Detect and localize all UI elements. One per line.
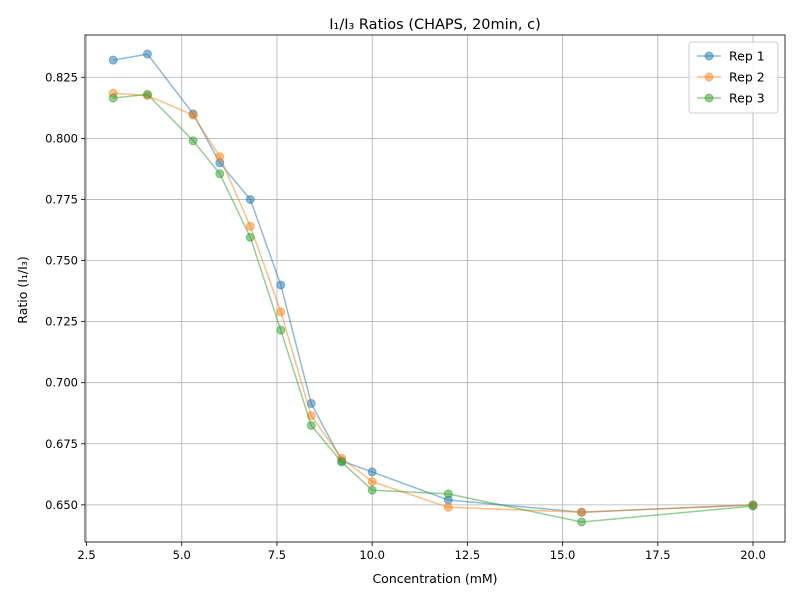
y-tick-label: 0.750 bbox=[45, 254, 78, 268]
x-axis-label: Concentration (mM) bbox=[372, 571, 497, 586]
data-point bbox=[108, 55, 118, 65]
y-tick-label: 0.700 bbox=[45, 376, 78, 390]
data-point bbox=[367, 467, 377, 477]
data-point bbox=[188, 136, 198, 146]
y-tick-label: 0.825 bbox=[45, 70, 78, 84]
legend-item: Rep 2 bbox=[697, 70, 765, 85]
chart-title: I₁/I₃ Ratios (CHAPS, 20min, c) bbox=[329, 17, 540, 33]
series-layer bbox=[108, 49, 758, 527]
x-tick-label: 10.0 bbox=[359, 548, 385, 562]
data-point bbox=[443, 502, 453, 512]
x-tick-label: 7.5 bbox=[268, 548, 286, 562]
data-point bbox=[245, 194, 255, 204]
data-point bbox=[142, 89, 152, 99]
data-point bbox=[367, 485, 377, 495]
data-point bbox=[245, 221, 255, 231]
data-point bbox=[245, 232, 255, 242]
legend-swatch-marker bbox=[704, 51, 714, 61]
legend-label: Rep 2 bbox=[729, 70, 765, 85]
data-point bbox=[367, 477, 377, 487]
plot-frame bbox=[84, 34, 786, 543]
data-point bbox=[215, 152, 225, 162]
data-point bbox=[108, 93, 118, 103]
series-3 bbox=[108, 89, 758, 527]
series-line bbox=[113, 53, 754, 513]
y-tick-label: 0.650 bbox=[45, 498, 78, 512]
x-tick-label: 17.5 bbox=[645, 548, 671, 562]
grid bbox=[85, 35, 785, 542]
data-point bbox=[142, 49, 152, 59]
data-point bbox=[577, 507, 587, 517]
x-tick-label: 12.5 bbox=[455, 548, 481, 562]
data-point bbox=[443, 489, 453, 499]
y-tick-label: 0.675 bbox=[45, 437, 78, 451]
legend-swatch-marker bbox=[704, 72, 714, 82]
y-tick-label: 0.800 bbox=[45, 131, 78, 145]
series-2 bbox=[108, 88, 758, 517]
legend-label: Rep 1 bbox=[729, 49, 765, 64]
y-tick-label: 0.725 bbox=[45, 315, 78, 329]
legend-label: Rep 3 bbox=[729, 91, 765, 106]
legend: Rep 1 Rep 2 Rep 3 bbox=[688, 41, 779, 114]
data-point bbox=[306, 420, 316, 430]
series-line bbox=[113, 93, 754, 523]
data-point bbox=[276, 307, 286, 317]
data-point bbox=[748, 501, 758, 511]
y-tick-label: 0.775 bbox=[45, 192, 78, 206]
legend-item: Rep 3 bbox=[697, 91, 765, 106]
data-point bbox=[188, 110, 198, 120]
legend-item: Rep 1 bbox=[697, 49, 765, 64]
data-point bbox=[215, 169, 225, 179]
x-tick-label: 2.5 bbox=[77, 548, 95, 562]
legend-swatch-marker bbox=[704, 93, 714, 103]
x-tick-label: 5.0 bbox=[173, 548, 191, 562]
data-point bbox=[577, 517, 587, 527]
series-1 bbox=[108, 49, 758, 517]
x-tick-label: 20.0 bbox=[740, 548, 766, 562]
data-point bbox=[337, 457, 347, 467]
x-axis-ticks: 2.5 5.0 7.5 10.0 12.5 15.0 17.5 20.0 bbox=[77, 542, 766, 562]
y-axis-label: Ratio (I₁/I₃) bbox=[15, 256, 30, 323]
data-point bbox=[276, 280, 286, 290]
series-line bbox=[113, 92, 754, 513]
x-tick-label: 15.0 bbox=[550, 548, 576, 562]
y-axis-ticks: 0.650 0.675 0.700 0.725 0.750 0.775 0.800 0.825 bbox=[45, 70, 85, 512]
data-point bbox=[276, 325, 286, 335]
